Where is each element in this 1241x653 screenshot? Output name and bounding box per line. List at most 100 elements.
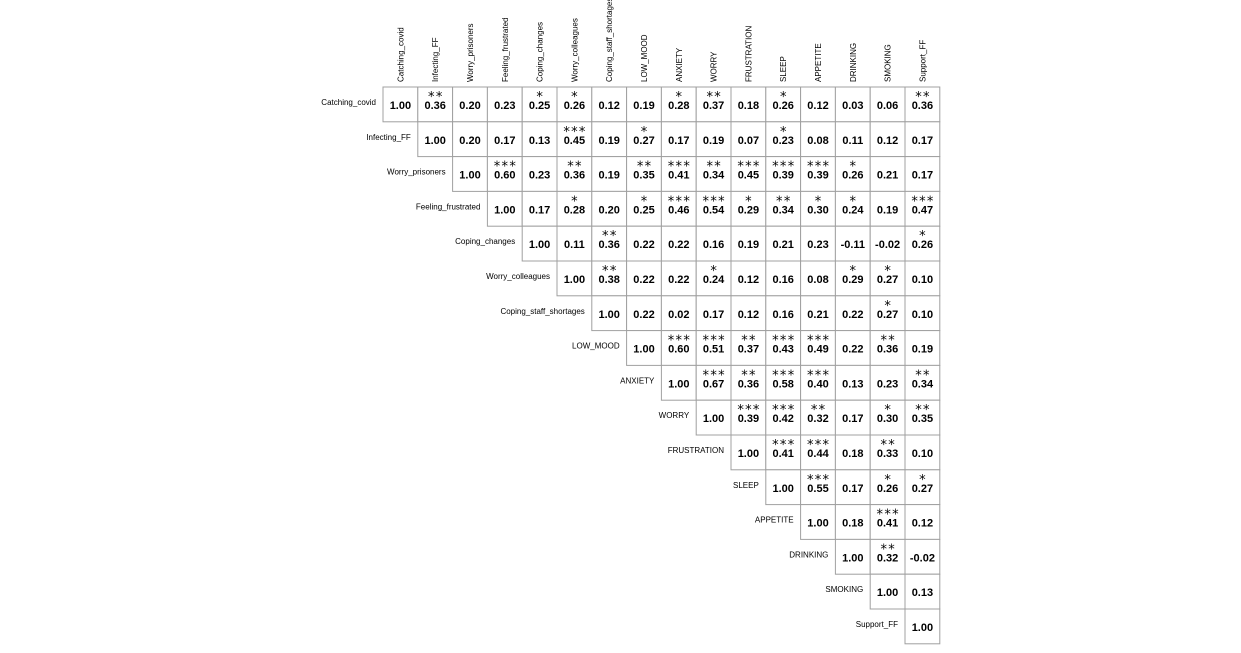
- cell-box: [591, 190, 628, 227]
- cell-value: 0.39: [807, 170, 828, 182]
- column-label: Catching_covid: [396, 27, 405, 82]
- significance-stars: *: [780, 90, 787, 105]
- significance-stars: * *: [602, 264, 617, 279]
- matrix-cell: 0.23: [869, 364, 906, 401]
- cell-value: 0.38: [598, 274, 619, 286]
- matrix-cell: 0.13: [834, 364, 871, 401]
- cell-value: 0.67: [703, 378, 724, 390]
- cell-box: [626, 330, 662, 366]
- matrix-cell: 0.12: [591, 86, 628, 123]
- matrix-cell: 1.00: [660, 364, 697, 401]
- matrix-cell: 0.27*: [904, 469, 941, 506]
- cell-value: 0.28: [564, 204, 585, 216]
- cell-box: [695, 399, 732, 436]
- matrix-cell: 1.00: [800, 504, 836, 540]
- row-label: SLEEP: [733, 481, 759, 490]
- row-label: Feeling_frustrated: [416, 202, 480, 211]
- cell-value: 0.58: [772, 378, 793, 390]
- cell-value: 0.19: [912, 344, 933, 356]
- matrix-cell: 0.17: [904, 156, 941, 192]
- cell-box: [800, 399, 836, 436]
- significance-stars: * *: [741, 368, 756, 383]
- column-label: Worry_prisoners: [466, 23, 475, 82]
- significance-stars: * *: [880, 438, 895, 453]
- cell-box: [904, 434, 941, 471]
- cell-box: [556, 190, 593, 227]
- cell-value: 0.41: [668, 170, 689, 182]
- cell-box: [730, 295, 767, 332]
- matrix-cell: 0.24*: [834, 190, 871, 227]
- matrix-cell: 0.19: [730, 225, 767, 262]
- matrix-cell: 1.00: [626, 330, 662, 366]
- cell-value: 0.10: [912, 309, 933, 321]
- matrix-cell: 0.23: [800, 225, 836, 262]
- cell-value: 0.22: [842, 309, 863, 321]
- cell-value: 0.17: [494, 135, 515, 147]
- significance-stars: * * *: [703, 334, 726, 349]
- column-labels: Catching_covid Infecting_FF Worry_prisoner…: [396, 0, 927, 82]
- matrix-cell: 0.28*: [556, 190, 593, 227]
- cell-value: 0.60: [494, 170, 515, 182]
- matrix-cell: 0.28*: [660, 86, 697, 123]
- cell-box: [869, 538, 906, 575]
- significance-stars: *: [850, 194, 857, 209]
- cell-box: [904, 260, 941, 297]
- matrix-cell: 0.22: [834, 295, 871, 332]
- matrix-cell: 1.00: [591, 295, 628, 332]
- cell-value: 0.19: [633, 100, 654, 112]
- cell-value: 0.17: [912, 135, 933, 147]
- matrix-cell: 0.21: [869, 156, 906, 192]
- cell-box: [904, 330, 941, 366]
- cell-box: [869, 86, 906, 123]
- cell-value: 0.55: [807, 483, 828, 495]
- cell-box: [695, 364, 732, 401]
- row-label: WORRY: [659, 411, 690, 420]
- cell-value: 0.12: [807, 100, 828, 112]
- cell-value: 1.00: [772, 483, 793, 495]
- significance-stars: *: [884, 403, 891, 418]
- matrix-cell: -0.02: [869, 225, 906, 262]
- matrix-cell: 0.27*: [869, 295, 906, 332]
- cell-value: 0.12: [912, 518, 933, 530]
- cell-value: 0.19: [877, 204, 898, 216]
- significance-stars: * *: [428, 90, 443, 105]
- cell-value: 0.54: [703, 204, 725, 216]
- cell-box: [869, 469, 906, 506]
- matrix-cell: 0.32* *: [800, 399, 836, 436]
- cell-value: 0.35: [633, 170, 654, 182]
- significance-stars: * * *: [807, 334, 830, 349]
- cell-value: 0.24: [842, 204, 864, 216]
- cell-value: 0.18: [842, 448, 863, 460]
- cell-value: 0.23: [772, 135, 793, 147]
- row-label: Catching_covid: [321, 98, 376, 107]
- matrix-cell: 1.00: [556, 260, 593, 297]
- matrix-cell: 0.10: [904, 295, 941, 332]
- cell-box: [800, 504, 836, 540]
- matrix-cell: 0.51* * *: [695, 330, 732, 366]
- matrix-cell: 0.19: [695, 121, 732, 158]
- matrix-cell: 0.20: [591, 190, 628, 227]
- cell-value: 0.19: [703, 135, 724, 147]
- matrix-cell: 0.22: [834, 330, 871, 366]
- cell-value: 1.00: [842, 552, 863, 564]
- matrix-cell: 0.35* *: [904, 399, 941, 436]
- significance-stars: * * *: [877, 508, 900, 523]
- significance-stars: * *: [915, 368, 930, 383]
- cell-value: 0.26: [877, 483, 898, 495]
- cell-box: [660, 364, 697, 401]
- cell-box: [695, 190, 732, 227]
- cell-value: 0.33: [877, 448, 898, 460]
- cell-value: 0.27: [912, 483, 933, 495]
- cell-value: 0.27: [877, 309, 898, 321]
- cell-box: [730, 225, 767, 262]
- cell-box: [660, 260, 697, 297]
- cell-value: 0.36: [912, 100, 933, 112]
- matrix-cell: 0.19: [591, 156, 628, 192]
- cell-box: [556, 86, 593, 123]
- cell-value: 0.34: [772, 204, 794, 216]
- cell-value: 0.30: [877, 413, 898, 425]
- row-labels: Catching_covid Infecting_FF Worry_prisoner…: [321, 98, 898, 629]
- matrix-cell: 0.39* * *: [730, 399, 767, 436]
- matrix-cell: 0.29*: [834, 260, 871, 297]
- cell-value: 0.17: [703, 309, 724, 321]
